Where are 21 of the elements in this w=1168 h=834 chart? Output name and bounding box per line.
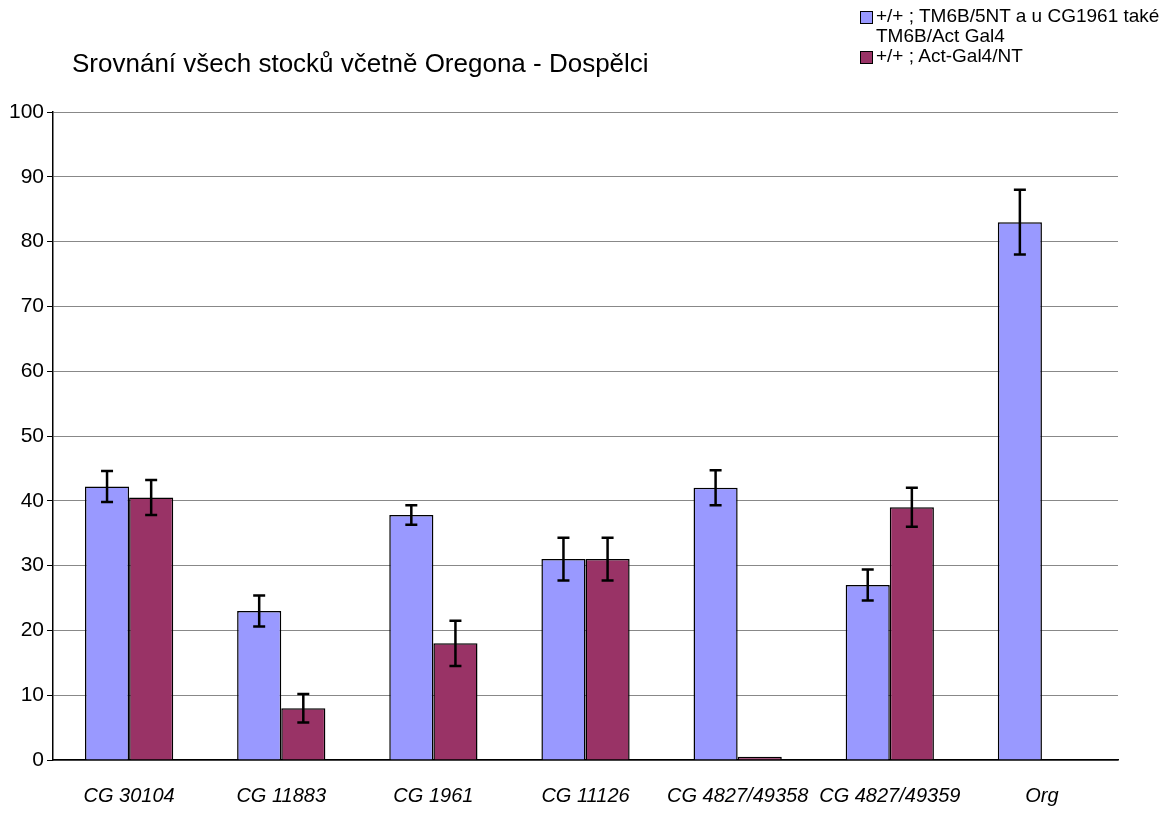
y-tick-label: 60 [20, 358, 45, 381]
x-tick-label: Org [1025, 783, 1059, 806]
y-tick-label: 30 [20, 552, 45, 576]
chart-title: Srovnání všech stocků včetně Oregona - Dospělci [72, 48, 649, 79]
y-tick-label: 10 [20, 682, 45, 705]
y-tick-label: 90 [20, 163, 45, 187]
legend-label: +/+ ; Act-Gal4/NT [876, 45, 1023, 66]
y-tick-label: 70 [20, 293, 45, 317]
x-tick-label: CG 11883 [236, 783, 327, 806]
y-tick-label: 40 [20, 487, 45, 511]
x-tick-label: CG 30104 [83, 783, 175, 806]
y-tick-label: 80 [20, 228, 45, 252]
legend-label: +/+ ; TM6B/5NT a u CG1961 také TM6B/Act Gal4 [876, 5, 1160, 46]
y-tick-label: 50 [20, 422, 45, 446]
x-tick-label: CG 4827/49358 [667, 783, 809, 806]
y-tick-label: 0 [32, 746, 45, 770]
x-tick-label: CG 1961 [393, 783, 474, 806]
y-tick-label: 100 [8, 98, 45, 122]
y-tick-label: 20 [20, 617, 45, 641]
x-tick-label: CG 4827/49359 [819, 783, 961, 806]
x-tick-label: CG 11126 [541, 783, 631, 806]
